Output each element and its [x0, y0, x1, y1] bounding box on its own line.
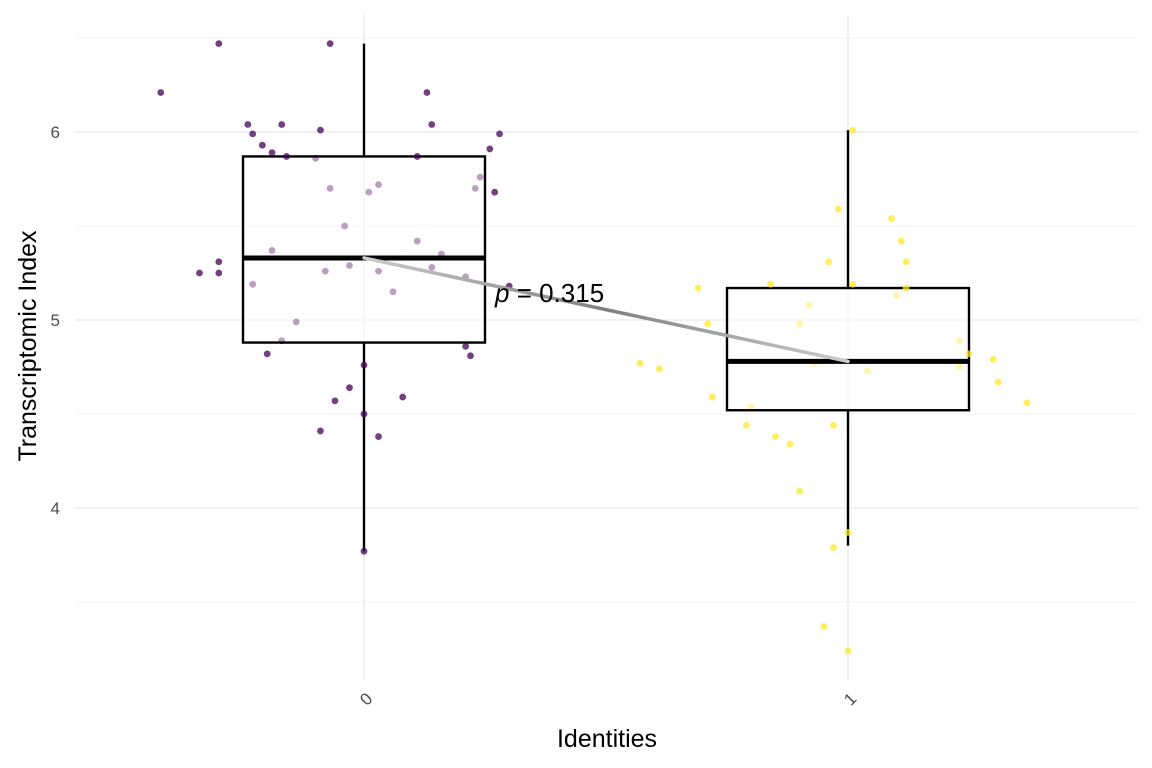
data-point-group-1	[636, 359, 644, 367]
x-axis-title: Identities	[557, 725, 657, 753]
data-point-group-0	[331, 397, 339, 405]
data-point-group-1	[888, 215, 895, 222]
data-point-group-0	[423, 89, 431, 96]
data-point-group-0	[496, 130, 503, 138]
data-point-group-1	[709, 393, 716, 401]
y-tick-label: 6	[51, 123, 60, 142]
data-point-group-1	[742, 421, 750, 429]
data-point-group-0	[491, 188, 499, 196]
data-point-group-1	[897, 237, 905, 245]
data-point-group-0	[215, 269, 223, 277]
data-point-group-0	[399, 393, 407, 401]
trend-layer	[362, 256, 850, 364]
data-point-group-0	[326, 40, 334, 48]
y-tick-label: 4	[51, 499, 60, 518]
data-point-group-1	[994, 378, 1002, 386]
data-point-group-1	[844, 647, 852, 655]
data-point-group-0	[428, 121, 436, 128]
data-point-group-1	[767, 280, 774, 288]
data-point-group-0	[486, 145, 494, 153]
p-value-symbol: p	[494, 278, 509, 308]
data-point-group-1	[1023, 399, 1031, 407]
data-point-group-1	[825, 258, 833, 266]
data-point-group-1	[844, 529, 852, 536]
data-point-group-1	[694, 284, 702, 292]
boxes-layer	[241, 43, 971, 552]
data-point-group-0	[278, 121, 286, 128]
grid-lines	[75, 15, 1138, 680]
data-point-group-1	[849, 126, 857, 134]
data-point-group-0	[244, 121, 252, 128]
data-point-group-0	[317, 427, 324, 435]
x-tick-label: 1	[840, 689, 860, 709]
median-trend-line	[362, 256, 850, 364]
data-point-group-0	[283, 153, 290, 160]
data-point-group-0	[360, 410, 368, 418]
y-axis-title: Transcriptomic Index	[14, 230, 42, 462]
p-value-annotation: p = 0.315	[494, 278, 604, 308]
data-point-group-0	[249, 130, 257, 138]
points-front-layer	[157, 40, 1031, 655]
x-tick-label: 0	[356, 689, 376, 709]
data-point-group-1	[830, 544, 837, 551]
data-point-group-0	[215, 258, 223, 266]
data-point-group-1	[655, 365, 663, 373]
data-point-group-1	[902, 258, 910, 266]
data-point-group-1	[796, 487, 803, 495]
data-point-group-0	[413, 153, 421, 160]
data-point-group-0	[263, 350, 271, 358]
data-point-group-0	[462, 342, 470, 350]
data-point-group-0	[196, 269, 203, 277]
data-point-group-0	[215, 40, 223, 48]
data-point-group-1	[704, 320, 712, 328]
data-point-group-0	[258, 141, 266, 149]
data-point-group-1	[965, 350, 973, 358]
data-point-group-1	[989, 356, 997, 363]
box-1	[725, 286, 971, 412]
data-point-group-1	[849, 280, 857, 288]
data-point-group-0	[360, 547, 368, 555]
data-point-group-1	[834, 205, 842, 213]
p-value-text: = 0.315	[509, 278, 604, 308]
y-tick-label: 5	[51, 311, 60, 330]
data-point-group-0	[346, 384, 353, 392]
data-point-group-1	[820, 623, 828, 630]
data-point-group-1	[830, 421, 837, 429]
data-point-group-0	[360, 361, 368, 369]
data-point-group-1	[902, 284, 910, 292]
data-point-group-0	[268, 149, 276, 157]
data-point-group-0	[375, 433, 382, 440]
data-point-group-0	[467, 352, 474, 360]
data-point-group-0	[157, 89, 165, 96]
data-point-group-1	[786, 440, 794, 448]
box-0	[241, 155, 487, 344]
data-point-group-0	[317, 126, 324, 134]
data-point-group-1	[772, 433, 779, 440]
